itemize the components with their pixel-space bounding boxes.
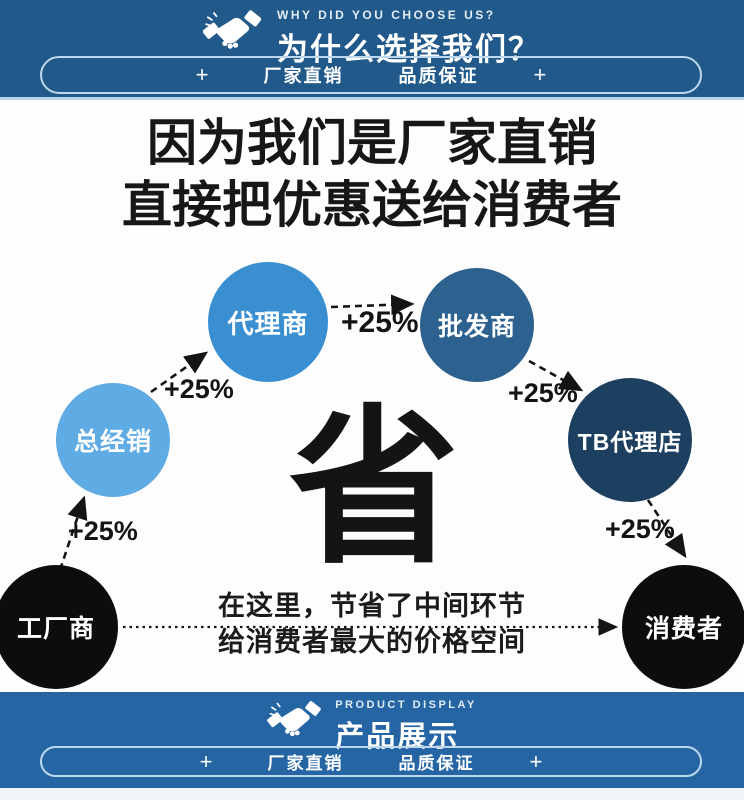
bottom-banner: PRODUCT DISPLAY 产品展示 + 厂家直销 品质保证 +	[0, 692, 744, 788]
markup-label-2: +25%	[164, 374, 234, 404]
node-general-dealer: 总经销	[56, 383, 170, 497]
caption-line2: 给消费者最大的价格空间	[218, 627, 526, 657]
top-banner-title: 为什么选择我们？	[277, 32, 541, 67]
plus-icon: +	[195, 62, 209, 87]
node-gm-label: 总经销	[73, 428, 152, 456]
node-factory-label: 工厂商	[16, 615, 95, 643]
node-agent-label: 代理商	[227, 308, 309, 339]
node-factory: 工厂商	[0, 565, 118, 689]
node-wholesaler: 批发商	[420, 268, 534, 382]
markup-label-1: +25%	[68, 516, 138, 546]
handshake-icon	[202, 8, 262, 59]
plus-icon: +	[529, 748, 543, 774]
bottom-banner-subtitle: PRODUCT DISPLAY	[335, 699, 477, 711]
node-consumer: 消费者	[622, 565, 744, 689]
node-tb-agency: TB代理店	[568, 378, 692, 502]
handshake-icon	[267, 699, 321, 746]
markup-label-3: +25%	[341, 306, 419, 339]
top-banner-pill: + 厂家直销 品质保证 +	[40, 56, 702, 94]
markup-label-4: +25%	[508, 378, 578, 408]
pill-item-direct-sale: 厂家直销	[267, 754, 344, 773]
top-banner-titles: WHY DID YOU CHOOSE US? 为什么选择我们？	[277, 8, 541, 69]
plus-icon: +	[199, 748, 213, 774]
headline-line2: 直接把优惠送给消费者	[122, 177, 622, 233]
main-headline: 因为我们是厂家直销 直接把优惠送给消费者	[0, 112, 744, 236]
pill-item-quality: 品质保证	[398, 754, 475, 773]
top-banner: WHY DID YOU CHOOSE US? 为什么选择我们？ + 厂家直销 品…	[0, 0, 744, 100]
diagram-caption: 在这里，节省了中间环节 给消费者最大的价格空间	[0, 588, 744, 660]
save-character: 省	[288, 394, 459, 584]
headline-line1: 因为我们是厂家直销	[147, 115, 597, 171]
bottom-strip	[0, 788, 744, 800]
caption-line1: 在这里，节省了中间环节	[218, 591, 526, 621]
plus-icon: +	[533, 62, 547, 87]
top-banner-subtitle: WHY DID YOU CHOOSE US?	[277, 8, 496, 22]
bottom-banner-pill: + 厂家直销 品质保证 +	[40, 746, 702, 777]
top-banner-header: WHY DID YOU CHOOSE US? 为什么选择我们？	[0, 0, 744, 69]
pill-item-direct-sale: 厂家直销	[263, 66, 344, 86]
node-wholesale-label: 批发商	[437, 313, 516, 341]
node-agent: 代理商	[208, 262, 328, 382]
markup-label-5: +25%	[605, 514, 675, 544]
node-tb-label: TB代理店	[577, 429, 683, 455]
node-consumer-label: 消费者	[644, 615, 723, 643]
pill-item-quality: 品质保证	[398, 66, 479, 86]
